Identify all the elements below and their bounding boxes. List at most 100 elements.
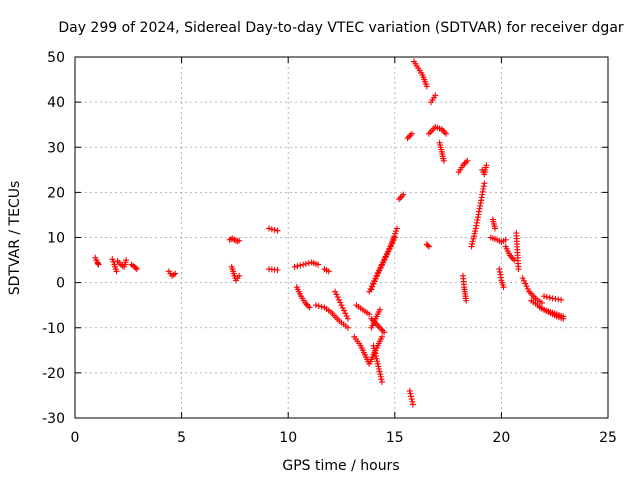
data-point <box>302 260 309 267</box>
data-point <box>470 233 477 240</box>
data-point <box>396 196 403 203</box>
axis-ticks <box>74 56 609 419</box>
data-point <box>95 261 102 268</box>
data-point <box>462 159 469 166</box>
data-point <box>370 281 377 288</box>
data-point <box>387 243 394 250</box>
data-point <box>334 294 341 301</box>
x-tick-label: 25 <box>599 430 617 446</box>
data-point <box>406 133 413 140</box>
data-point <box>294 263 301 270</box>
data-point <box>371 278 378 285</box>
data-point <box>374 358 381 365</box>
x-tick-label: 10 <box>279 430 297 446</box>
data-point <box>379 327 386 334</box>
data-point <box>560 315 567 322</box>
data-point <box>338 302 345 309</box>
data-point <box>515 266 522 273</box>
data-point <box>133 266 140 273</box>
data-point <box>378 262 385 269</box>
data-point <box>376 267 383 274</box>
data-point <box>543 293 550 300</box>
x-tick-label: 20 <box>492 430 510 446</box>
data-point <box>236 237 243 244</box>
data-point <box>375 323 382 330</box>
data-point <box>172 270 179 277</box>
data-point <box>408 130 415 137</box>
data-point <box>341 307 348 314</box>
data-point <box>470 235 477 242</box>
data-point <box>398 193 405 200</box>
data-point <box>408 393 415 400</box>
data-point <box>468 243 475 250</box>
data-point <box>384 248 391 255</box>
x-tick-labels: 0 5 10 15 20 25 <box>71 430 617 446</box>
data-point <box>523 283 530 290</box>
data-points <box>92 58 567 408</box>
data-point <box>520 277 527 284</box>
data-point <box>344 324 351 331</box>
data-point <box>463 297 470 304</box>
data-point <box>386 246 393 253</box>
x-tick-label: 15 <box>386 430 404 446</box>
data-point <box>471 230 478 237</box>
data-point <box>381 257 388 264</box>
y-axis-label: SDTVAR / TECUs <box>7 181 23 296</box>
data-point <box>297 262 304 269</box>
data-point <box>344 315 351 322</box>
data-point <box>376 306 383 313</box>
data-point <box>432 92 439 99</box>
data-point <box>408 396 415 403</box>
data-point <box>271 226 278 233</box>
data-point <box>425 243 432 250</box>
data-point <box>393 225 400 232</box>
data-point <box>392 230 399 237</box>
y-tick-label: 50 <box>47 50 65 66</box>
data-point <box>274 266 281 273</box>
data-point <box>132 264 139 271</box>
data-point <box>266 225 273 232</box>
data-point <box>500 284 507 291</box>
data-point <box>390 235 397 242</box>
grid-lines <box>75 57 608 418</box>
data-point <box>502 236 509 243</box>
data-point <box>306 304 313 311</box>
data-point <box>325 268 332 275</box>
data-point <box>378 376 385 383</box>
data-point <box>300 261 307 268</box>
data-point <box>406 387 413 394</box>
data-point <box>389 238 396 245</box>
data-point <box>404 135 411 142</box>
data-point <box>481 180 488 187</box>
data-point <box>538 299 545 306</box>
data-point <box>388 240 395 247</box>
y-tick-label: 0 <box>56 276 65 292</box>
data-point <box>377 373 384 380</box>
data-point <box>372 353 379 360</box>
data-point <box>370 342 377 349</box>
y-tick-label: 10 <box>47 231 65 247</box>
data-point <box>393 228 400 235</box>
data-point <box>371 347 378 354</box>
data-point <box>400 191 407 198</box>
data-point <box>423 83 430 90</box>
data-point <box>291 263 298 270</box>
data-point <box>379 259 386 266</box>
data-point <box>546 294 553 301</box>
data-point <box>339 304 346 311</box>
y-tick-label: -20 <box>42 366 65 382</box>
data-point <box>113 268 120 275</box>
data-point <box>374 360 381 367</box>
data-point <box>366 311 373 318</box>
data-point <box>379 333 386 340</box>
data-point <box>318 303 325 310</box>
data-point <box>371 345 378 352</box>
data-point <box>397 194 404 201</box>
x-tick-label: 5 <box>177 430 186 446</box>
data-point <box>383 251 390 258</box>
data-point <box>315 302 322 309</box>
data-point <box>509 255 516 262</box>
data-point <box>376 324 383 331</box>
data-point <box>373 355 380 362</box>
data-point <box>442 130 449 137</box>
